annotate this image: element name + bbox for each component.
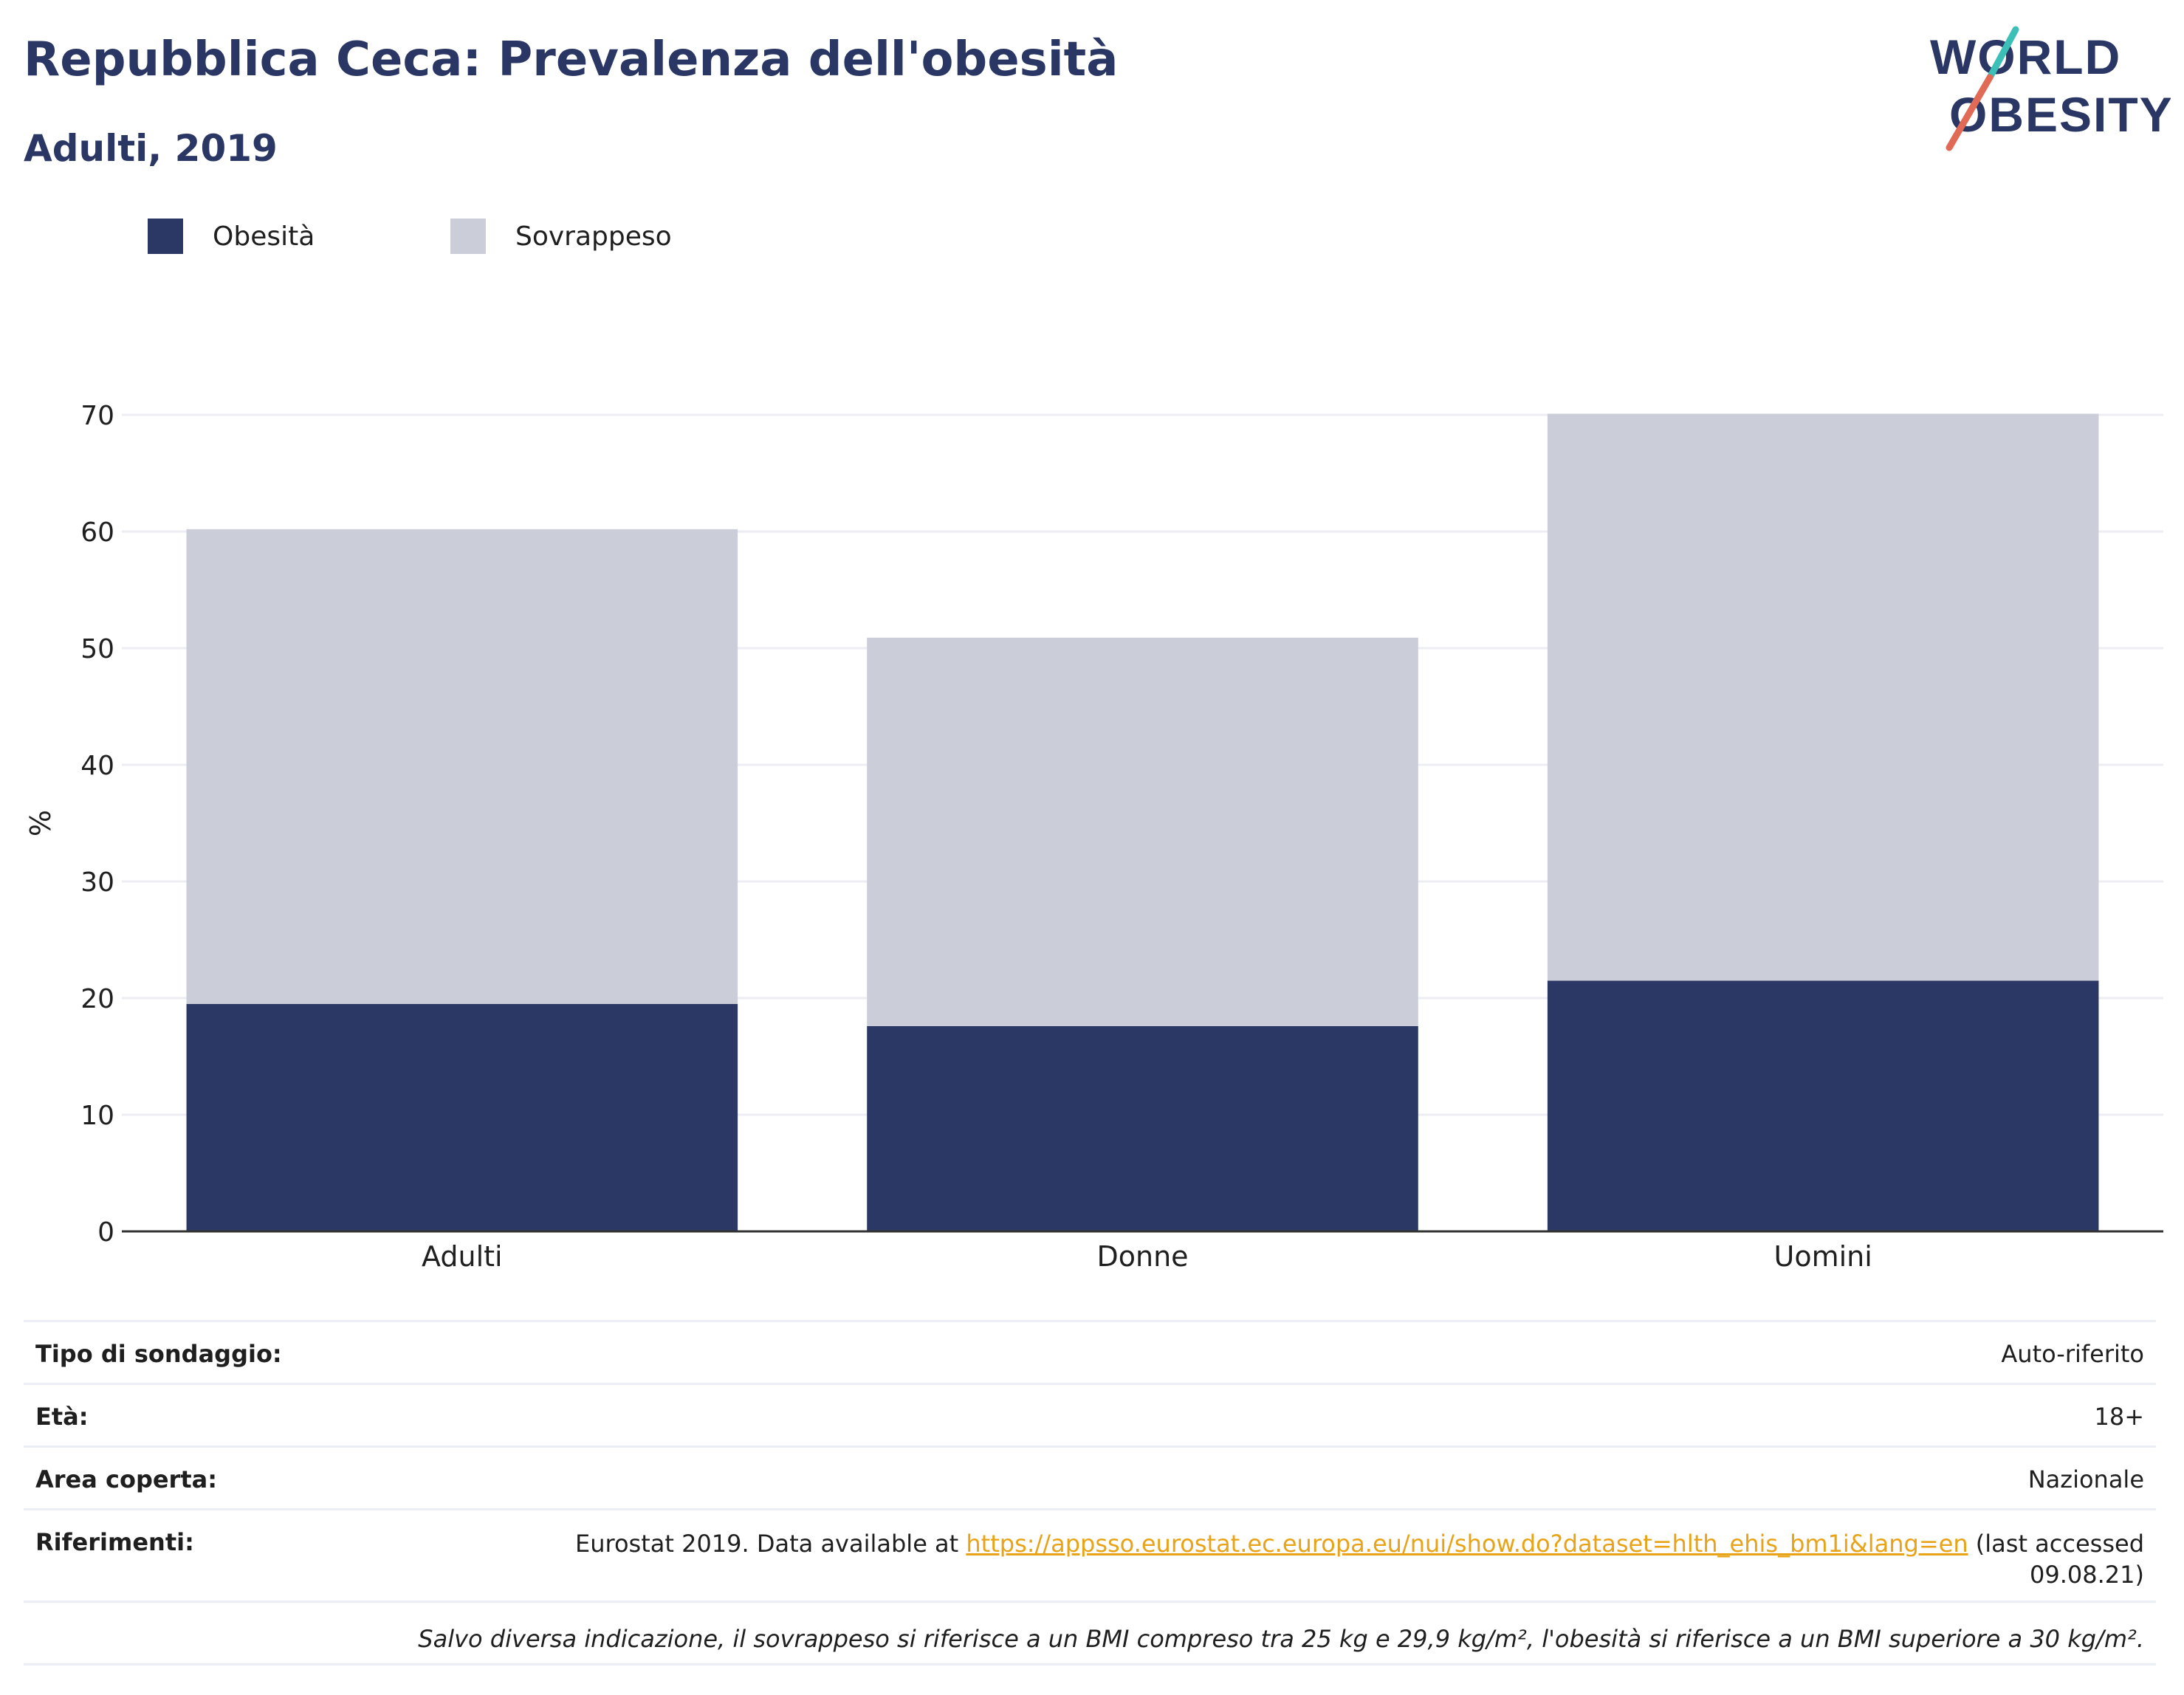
world-obesity-logo: WORLD OBESITY — [1930, 26, 2171, 151]
age-value: 18+ — [2094, 1403, 2144, 1431]
bar-obesity — [867, 1025, 1418, 1231]
references-link[interactable]: https://appsso.eurostat.ec.europa.eu/nui… — [966, 1530, 1968, 1558]
legend-swatch-obesity — [148, 219, 183, 254]
page-subtitle: Adulti, 2019 — [24, 127, 278, 170]
y-tick-label: 20 — [80, 984, 114, 1014]
y-tick-label: 60 — [80, 518, 114, 548]
bmi-note: Salvo diversa indicazione, il sovrappeso… — [418, 1625, 2144, 1653]
logo-line2: OBESITY — [1949, 87, 2171, 142]
y-tick-label: 30 — [80, 867, 114, 898]
y-tick-label: 10 — [80, 1101, 114, 1131]
area-label: Area coperta: — [35, 1465, 218, 1493]
references-value: Eurostat 2019. Data available at https:/… — [520, 1528, 2144, 1590]
info-row-survey-type: Tipo di sondaggio: Auto-riferito — [24, 1320, 2156, 1383]
legend-item-overweight: Sovrappeso — [450, 219, 672, 254]
references-prefix: Eurostat 2019. Data available at — [575, 1530, 966, 1558]
bar-overweight — [1547, 413, 2099, 981]
logo-line1: WORLD — [1930, 30, 2121, 84]
bar-chart: 0 10 20 30 40 50 60 70% Adulti Donne Uomini — [24, 401, 2163, 1273]
legend-item-obesity: Obesità — [148, 219, 315, 254]
legend-label-obesity: Obesità — [213, 221, 315, 252]
bar-obesity — [1547, 980, 2099, 1231]
x-tick-label: Uomini — [1774, 1240, 1872, 1273]
info-row-note: Salvo diversa indicazione, il sovrappeso… — [24, 1601, 2156, 1665]
references-suffix: (last accessed 09.08.21) — [1968, 1530, 2144, 1589]
y-tick-label: 40 — [80, 751, 114, 781]
y-tick-label: 0 — [97, 1217, 114, 1248]
y-axis-label: % — [24, 810, 57, 836]
age-label: Età: — [35, 1403, 89, 1431]
bar-overweight — [186, 529, 738, 1004]
legend-swatch-overweight — [450, 219, 486, 254]
info-row-references: Riferimenti: Eurostat 2019. Data availab… — [24, 1508, 2156, 1601]
survey-type-value: Auto-riferito — [2001, 1340, 2144, 1368]
legend-label-overweight: Sovrappeso — [515, 221, 672, 252]
area-value: Nazionale — [2027, 1465, 2144, 1493]
bar-overweight — [867, 637, 1418, 1026]
survey-type-label: Tipo di sondaggio: — [35, 1340, 282, 1368]
x-tick-label: Adulti — [422, 1240, 503, 1273]
info-table: Tipo di sondaggio: Auto-riferito Età: 18… — [24, 1320, 2156, 1665]
references-label: Riferimenti: — [35, 1528, 194, 1556]
page-title: Repubblica Ceca: Prevalenza dell'obesità — [24, 32, 1119, 87]
info-row-area: Area coperta: Nazionale — [24, 1445, 2156, 1508]
info-row-age: Età: 18+ — [24, 1383, 2156, 1445]
bar-obesity — [186, 1003, 738, 1231]
y-tick-label: 70 — [80, 401, 114, 431]
y-tick-label: 50 — [80, 634, 114, 664]
x-tick-label: Donne — [1096, 1240, 1188, 1273]
